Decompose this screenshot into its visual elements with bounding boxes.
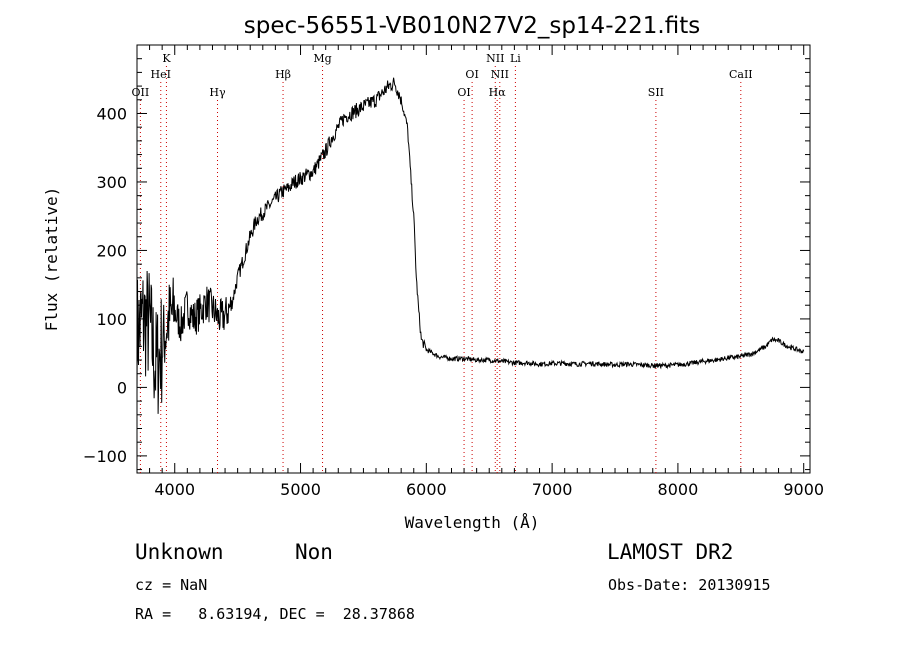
- axis-ticks: [137, 45, 810, 473]
- line-marker-label: OI: [457, 86, 470, 99]
- x-tick-label: 6000: [406, 480, 447, 499]
- line-marker-label: K: [162, 52, 171, 65]
- line-marker-label: HeI: [151, 68, 171, 81]
- line-marker-label: Hβ: [275, 68, 291, 81]
- y-tick-label: 200: [96, 241, 127, 260]
- x-axis-label: Wavelength (Å): [405, 513, 540, 532]
- y-tick-label: 400: [96, 104, 127, 123]
- line-marker-label: NII: [486, 52, 504, 65]
- plot-frame: [136, 44, 811, 474]
- redshift-value: cz = NaN: [135, 576, 208, 594]
- line-marker-label: NII: [491, 68, 509, 81]
- line-marker-label: CaII: [729, 68, 753, 81]
- x-tick-label: 4000: [154, 480, 195, 499]
- object-class: Unknown: [135, 540, 224, 564]
- coordinates: RA = 8.63194, DEC = 28.37868: [135, 605, 415, 623]
- chart-title: spec-56551-VB010N27V2_sp14-221.fits: [244, 13, 700, 39]
- survey-name: LAMOST DR2: [607, 540, 734, 564]
- line-marker-label: Hα: [489, 86, 507, 99]
- line-marker-label: Li: [510, 52, 521, 65]
- x-tick-label: 5000: [280, 480, 321, 499]
- y-tick-label: 0: [117, 378, 127, 397]
- line-marker-label: OI: [465, 68, 478, 81]
- y-tick-label: 100: [96, 310, 127, 329]
- y-axis-label: Flux (relative): [42, 187, 61, 332]
- line-markers: OII K HeI Hγ Hβ Mg OI OI NII NII Hα Li SII CaII: [132, 52, 753, 473]
- x-tick-label: 9000: [783, 480, 824, 499]
- y-tick-label: 300: [96, 173, 127, 192]
- spectrum-line: [136, 77, 805, 414]
- y-tick-label: −100: [83, 447, 127, 466]
- x-tick-label: 8000: [658, 480, 699, 499]
- x-tick-label: 7000: [532, 480, 573, 499]
- observation-date: Obs-Date: 20130915: [608, 576, 771, 594]
- line-marker-label: OII: [132, 86, 150, 99]
- line-marker-label: Mg: [313, 52, 331, 65]
- line-marker-label: SII: [648, 86, 664, 99]
- tick-labels: 4000 5000 6000 7000 8000 9000 −100 0 100 200 300 40…: [83, 104, 824, 499]
- line-marker-label: Hγ: [209, 86, 226, 99]
- object-subclass: Non: [295, 540, 333, 564]
